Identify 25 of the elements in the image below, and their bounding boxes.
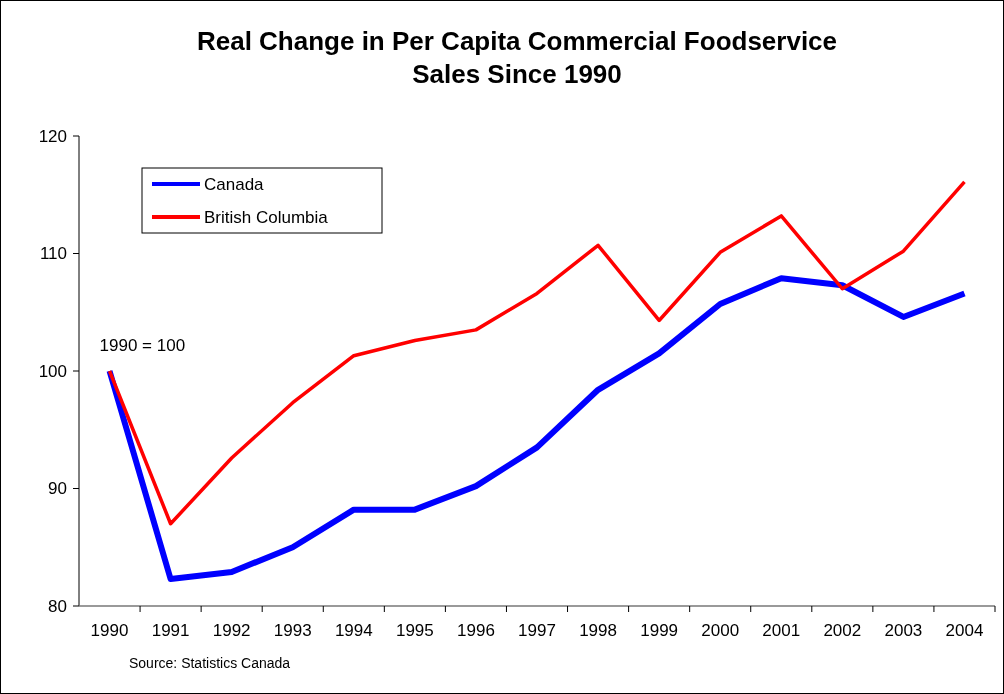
x-tick-label: 1995 bbox=[395, 621, 434, 640]
y-tick-label: 90 bbox=[48, 479, 67, 499]
legend-label: Canada bbox=[204, 174, 265, 194]
x-tick-label: 1999 bbox=[640, 621, 679, 640]
x-tick-label: 1993 bbox=[273, 621, 312, 640]
legend-label: British Columbia bbox=[204, 207, 329, 227]
source-note: Source: Statistics Canada bbox=[129, 655, 291, 671]
x-tick-label: 1992 bbox=[212, 621, 251, 640]
x-tick-label: 1998 bbox=[579, 621, 617, 640]
annotation: 1990 = 100 bbox=[99, 336, 186, 355]
x-tick-label: 1990 bbox=[90, 621, 129, 640]
x-tick-label: 1994 bbox=[334, 621, 373, 640]
x-tick-label: 2003 bbox=[884, 621, 923, 640]
x-tick-label: 1997 bbox=[518, 621, 556, 640]
x-tick-label: 2002 bbox=[823, 621, 862, 640]
x-tick-label: 2001 bbox=[762, 621, 801, 640]
x-tick-label: 2000 bbox=[701, 621, 740, 640]
y-tick-label: 120 bbox=[38, 126, 67, 146]
x-tick-label: 1991 bbox=[151, 621, 190, 640]
x-tick-label: 1996 bbox=[457, 621, 495, 640]
y-tick-label: 110 bbox=[39, 244, 67, 264]
y-tick-label: 100 bbox=[38, 361, 67, 381]
x-tick-label: 2004 bbox=[945, 621, 984, 640]
chart-title: Real Change in Per Capita Commercial Foodservice Sales Since 1990 bbox=[196, 26, 838, 89]
y-tick-label: 80 bbox=[48, 596, 67, 616]
